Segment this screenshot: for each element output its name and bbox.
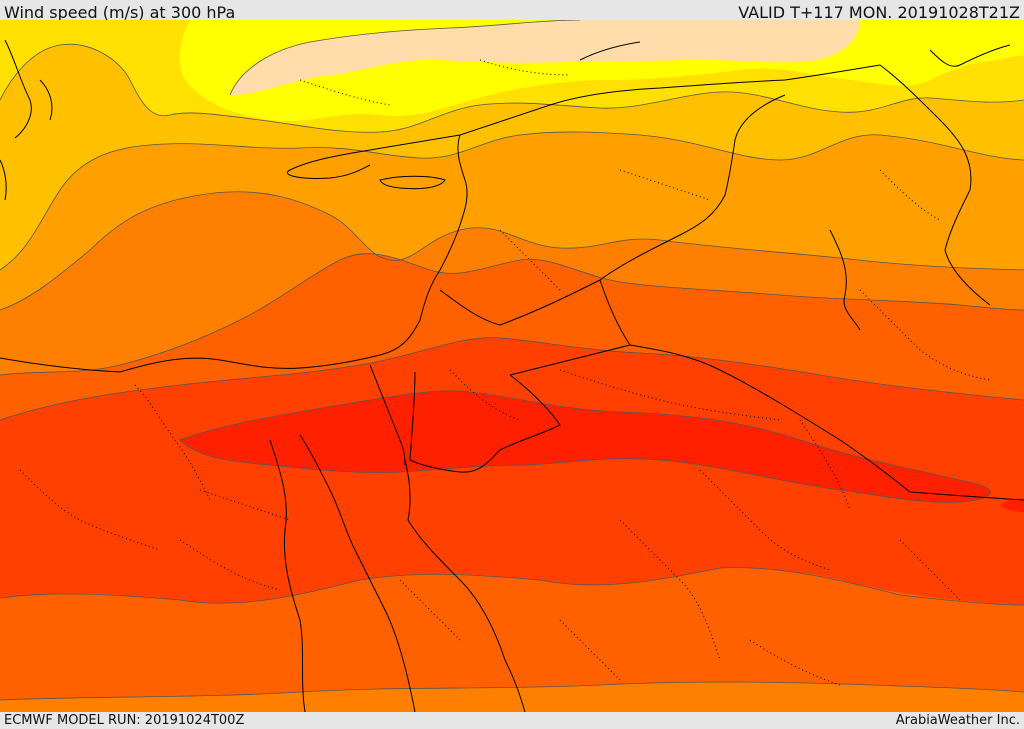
band-1-region bbox=[230, 20, 860, 95]
band-8-region bbox=[0, 337, 1024, 605]
band-6-bottom bbox=[0, 682, 1024, 712]
wind-speed-map bbox=[0, 20, 1024, 712]
band-9-patch bbox=[1000, 498, 1024, 512]
band-9-region bbox=[180, 390, 991, 503]
contour-lines bbox=[0, 20, 1024, 701]
band-7-lower bbox=[0, 567, 1024, 712]
credit-label: ArabiaWeather Inc. bbox=[895, 713, 1020, 728]
country-borders bbox=[0, 39, 1024, 712]
regional-borders bbox=[19, 59, 991, 686]
header-bar: Wind speed (m/s) at 300 hPa VALID T+117 … bbox=[0, 0, 1024, 22]
valid-time-label: VALID T+117 MON. 20191028T21Z bbox=[738, 3, 1020, 22]
footer-bar: ECMWF MODEL RUN: 20191024T00Z ArabiaWeat… bbox=[0, 712, 1024, 729]
model-run-label: ECMWF MODEL RUN: 20191024T00Z bbox=[4, 713, 245, 728]
map-title: Wind speed (m/s) at 300 hPa bbox=[4, 3, 236, 22]
